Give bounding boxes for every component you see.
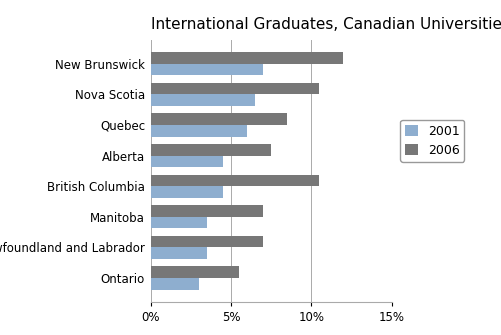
Bar	[150, 125, 246, 137]
Bar	[150, 113, 287, 125]
Bar	[150, 144, 271, 155]
Bar	[150, 186, 222, 198]
Bar	[150, 94, 255, 106]
Bar	[150, 266, 238, 278]
Legend: 2001, 2006: 2001, 2006	[399, 120, 463, 162]
Bar	[150, 236, 263, 247]
Bar	[150, 175, 319, 186]
Bar	[150, 205, 263, 217]
Bar	[150, 247, 206, 259]
Bar	[150, 217, 206, 228]
Bar	[150, 155, 222, 167]
Bar	[150, 278, 198, 290]
Text: International Graduates, Canadian Universities, 2001 & 2006: International Graduates, Canadian Univer…	[150, 17, 501, 32]
Bar	[150, 83, 319, 94]
Bar	[150, 52, 343, 64]
Bar	[150, 64, 263, 75]
